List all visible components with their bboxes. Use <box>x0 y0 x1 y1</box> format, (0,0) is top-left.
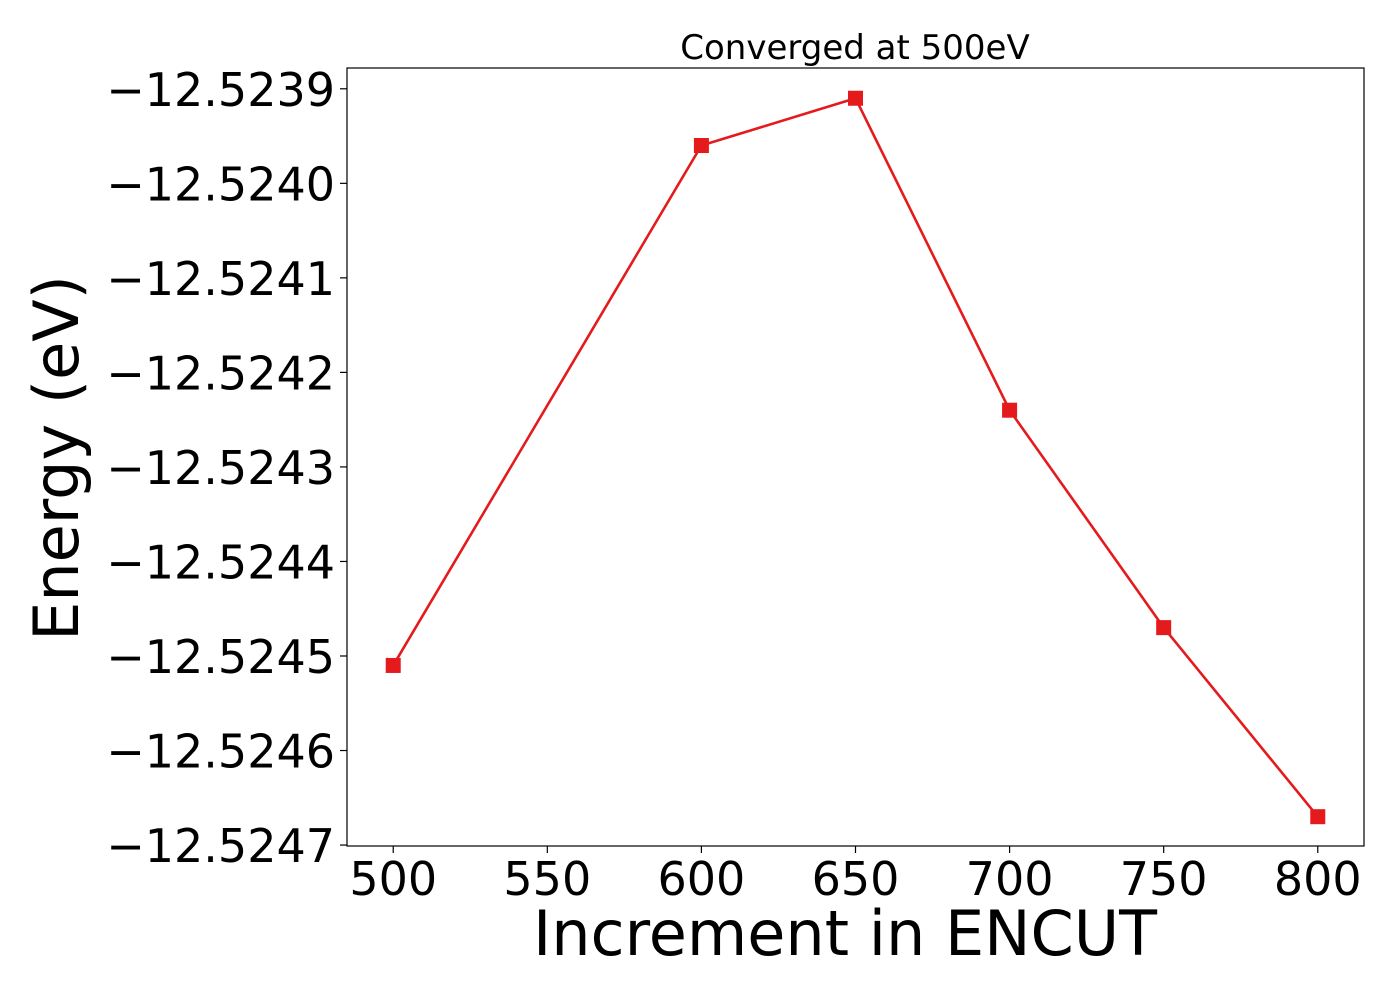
plot-frame <box>346 67 1365 847</box>
x-tick-label: 600 <box>658 852 746 906</box>
data-point-marker <box>693 138 709 154</box>
data-point-marker <box>1156 620 1172 636</box>
x-tick-label: 700 <box>966 852 1054 906</box>
y-axis-title: Energy (eV) <box>20 275 93 641</box>
x-tick-label: 750 <box>1120 852 1208 906</box>
x-tick-label: 550 <box>503 852 591 906</box>
y-tick-label: −12.5243 <box>106 441 335 495</box>
y-tick-label: −12.5241 <box>106 252 335 306</box>
y-tick-label: −12.5240 <box>106 157 335 211</box>
data-point-marker <box>848 90 863 106</box>
y-tick-label: −12.5246 <box>106 725 335 779</box>
y-axis-ticks: −12.5239 −12.5240 −12.5241 −12.5242 −12.5243… <box>106 63 347 873</box>
x-tick-label: 500 <box>349 852 437 906</box>
x-tick-label: 650 <box>812 852 900 906</box>
y-tick-label: −12.5239 <box>106 63 335 117</box>
y-tick-label: −12.5247 <box>106 819 335 873</box>
data-point-marker <box>1002 402 1018 418</box>
chart-title: Converged at 500eV <box>680 28 1029 68</box>
y-tick-label: −12.5242 <box>106 346 335 400</box>
x-axis-title: Increment in ENCUT <box>533 897 1158 970</box>
data-point-marker <box>385 657 401 673</box>
plot-area <box>346 67 1365 847</box>
series-line <box>392 97 1319 818</box>
y-tick-label: −12.5244 <box>106 535 335 589</box>
x-axis-ticks: 500 550 600 650 700 750 800 <box>349 846 1362 906</box>
data-point-marker <box>1310 809 1326 825</box>
y-tick-label: −12.5245 <box>106 630 335 684</box>
x-tick-label: 800 <box>1274 852 1362 906</box>
